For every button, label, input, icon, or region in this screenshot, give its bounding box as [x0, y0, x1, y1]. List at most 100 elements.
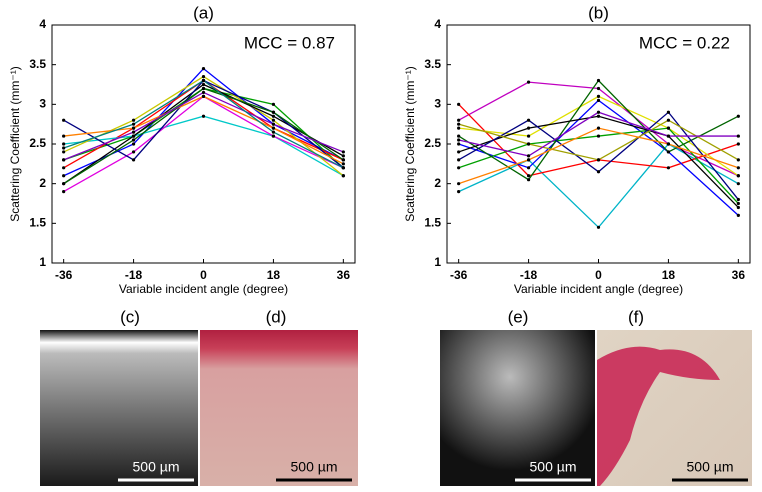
data-point: [526, 166, 531, 170]
y-tick-label: 3.5: [29, 57, 46, 71]
data-point: [596, 158, 601, 162]
x-tick-label: 0: [595, 268, 602, 282]
y-tick-label: 1.5: [424, 216, 441, 230]
oct-image: [440, 330, 595, 486]
data-point: [131, 118, 136, 122]
data-point: [457, 142, 461, 146]
data-point: [736, 197, 740, 202]
data-point: [131, 134, 136, 138]
data-point: [62, 146, 66, 150]
data-point: [341, 166, 345, 170]
data-point: [457, 126, 461, 130]
scale-bar-label: 500 µm: [133, 459, 180, 475]
y-tick-label: 1.5: [29, 216, 46, 230]
data-point: [62, 142, 66, 146]
y-tick-label: 2: [39, 176, 46, 190]
series-line: [63, 87, 344, 185]
data-point: [526, 158, 531, 162]
x-tick-label: 18: [267, 268, 281, 282]
data-point: [666, 126, 671, 130]
data-point: [457, 158, 461, 162]
data-point: [596, 170, 601, 174]
y-tick-label: 4: [39, 17, 46, 31]
data-point: [736, 182, 740, 186]
data-point: [666, 150, 671, 154]
data-point: [596, 134, 601, 138]
data-point: [457, 166, 461, 170]
x-axis-label: Variable incident angle (degree): [119, 282, 288, 296]
x-tick-label: 36: [732, 268, 746, 282]
data-point: [457, 190, 461, 194]
data-point: [596, 94, 601, 98]
y-tick-label: 1: [434, 255, 441, 269]
tissue-stain: [597, 346, 720, 486]
panel-label: (f): [628, 307, 644, 326]
data-point: [666, 118, 671, 122]
data-point: [526, 174, 531, 178]
data-point: [62, 166, 66, 170]
x-tick-label: -18: [125, 268, 143, 282]
x-axis-label: Variable incident angle (degree): [514, 282, 683, 296]
data-point: [341, 162, 345, 166]
data-point: [62, 174, 66, 178]
data-point: [596, 110, 601, 114]
data-point: [131, 126, 136, 130]
data-point: [736, 174, 740, 178]
y-tick-label: 3: [39, 97, 46, 111]
data-point: [736, 213, 740, 217]
data-point: [201, 114, 206, 118]
data-point: [596, 78, 601, 83]
y-tick-label: 3: [434, 97, 441, 111]
data-point: [271, 126, 276, 130]
oct-image: [40, 330, 198, 486]
y-tick-label: 2.5: [29, 136, 46, 150]
data-point: [131, 150, 136, 154]
y-tick-label: 2: [434, 176, 441, 190]
data-point: [201, 78, 206, 83]
x-tick-label: -36: [55, 268, 73, 282]
data-point: [526, 178, 531, 182]
data-point: [131, 142, 136, 146]
data-point: [526, 80, 531, 84]
scale-bar-label: 500 µm: [687, 459, 734, 475]
x-tick-label: -36: [450, 268, 468, 282]
data-point: [736, 158, 740, 162]
data-point: [131, 130, 136, 134]
data-point: [341, 158, 345, 162]
data-point: [526, 126, 531, 130]
panel-label: (d): [266, 307, 287, 326]
data-point: [62, 118, 66, 122]
data-point: [736, 201, 740, 206]
data-point: [457, 138, 461, 142]
data-point: [131, 158, 136, 162]
data-point: [457, 182, 461, 186]
data-point: [596, 86, 601, 91]
data-point: [131, 122, 136, 126]
panel-label: (e): [508, 307, 529, 326]
data-point: [526, 118, 531, 122]
data-point: [457, 134, 461, 138]
y-tick-label: 1: [39, 255, 46, 269]
data-point: [457, 122, 461, 126]
y-axis-label: Scattering Coefficient (mm⁻¹): [8, 66, 22, 222]
data-point: [62, 190, 66, 194]
data-point: [596, 114, 601, 118]
data-point: [201, 82, 206, 87]
y-tick-label: 2.5: [424, 136, 441, 150]
data-point: [271, 114, 276, 118]
data-point: [341, 154, 345, 158]
x-tick-label: 18: [662, 268, 676, 282]
x-tick-label: 0: [200, 268, 207, 282]
data-point: [457, 118, 461, 122]
data-point: [271, 122, 276, 126]
data-point: [736, 166, 740, 170]
data-point: [666, 166, 671, 170]
data-point: [736, 205, 740, 210]
scale-bar-label: 500 µm: [291, 459, 338, 475]
data-point: [62, 182, 66, 186]
data-point: [271, 118, 276, 122]
data-point: [201, 86, 206, 91]
data-point: [201, 74, 206, 79]
data-point: [62, 150, 66, 154]
